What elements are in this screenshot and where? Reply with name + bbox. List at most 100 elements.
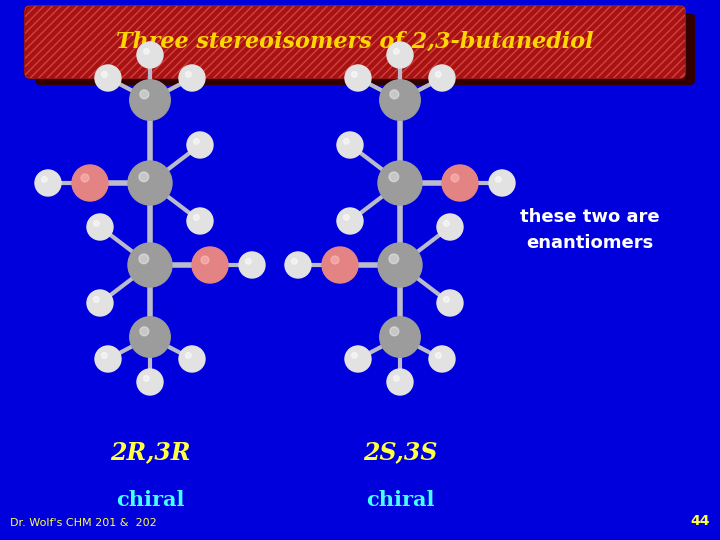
- Circle shape: [144, 49, 155, 60]
- Circle shape: [437, 354, 446, 363]
- Circle shape: [189, 134, 210, 155]
- Text: chiral: chiral: [366, 490, 434, 510]
- Circle shape: [194, 215, 205, 226]
- Circle shape: [184, 70, 199, 85]
- Circle shape: [290, 258, 305, 271]
- Circle shape: [187, 73, 197, 83]
- Circle shape: [139, 44, 160, 65]
- Circle shape: [141, 328, 158, 345]
- Circle shape: [138, 172, 159, 192]
- Circle shape: [442, 165, 478, 201]
- Circle shape: [138, 253, 159, 274]
- Circle shape: [442, 219, 456, 233]
- Circle shape: [453, 176, 466, 189]
- Circle shape: [388, 325, 410, 347]
- Circle shape: [330, 255, 348, 273]
- Circle shape: [382, 319, 415, 353]
- Circle shape: [451, 174, 459, 182]
- Circle shape: [192, 137, 207, 152]
- Circle shape: [382, 83, 415, 116]
- Circle shape: [91, 218, 107, 235]
- Circle shape: [137, 324, 161, 348]
- Circle shape: [351, 352, 364, 365]
- Circle shape: [441, 218, 458, 235]
- Circle shape: [243, 256, 259, 272]
- Circle shape: [438, 215, 460, 237]
- Circle shape: [180, 347, 203, 370]
- Circle shape: [130, 163, 168, 201]
- Circle shape: [431, 348, 452, 369]
- Circle shape: [240, 253, 263, 276]
- Circle shape: [185, 352, 197, 365]
- Circle shape: [331, 256, 339, 264]
- Circle shape: [389, 370, 410, 392]
- Circle shape: [140, 90, 149, 99]
- Circle shape: [193, 248, 227, 281]
- Circle shape: [382, 247, 415, 281]
- Circle shape: [144, 376, 155, 387]
- Circle shape: [392, 175, 408, 191]
- Circle shape: [99, 350, 116, 367]
- Circle shape: [339, 210, 359, 230]
- Circle shape: [348, 69, 366, 86]
- Circle shape: [187, 132, 212, 157]
- Circle shape: [179, 346, 205, 372]
- Circle shape: [436, 72, 447, 83]
- Circle shape: [184, 350, 199, 366]
- Circle shape: [96, 299, 104, 307]
- Circle shape: [137, 170, 161, 193]
- Circle shape: [193, 214, 206, 227]
- Circle shape: [395, 50, 405, 59]
- Circle shape: [135, 249, 163, 278]
- Circle shape: [143, 92, 157, 107]
- Circle shape: [95, 65, 121, 91]
- Circle shape: [338, 134, 360, 155]
- Circle shape: [133, 320, 164, 352]
- Circle shape: [89, 292, 110, 313]
- Circle shape: [239, 252, 265, 278]
- Circle shape: [246, 259, 251, 264]
- Circle shape: [187, 208, 213, 234]
- Circle shape: [379, 80, 420, 120]
- Circle shape: [451, 173, 468, 191]
- Circle shape: [138, 88, 160, 110]
- Circle shape: [88, 291, 112, 315]
- Circle shape: [289, 256, 305, 272]
- Circle shape: [180, 66, 203, 89]
- Circle shape: [438, 292, 460, 313]
- Circle shape: [130, 245, 168, 284]
- Circle shape: [144, 94, 156, 106]
- Circle shape: [181, 348, 202, 369]
- Circle shape: [380, 163, 418, 201]
- Circle shape: [142, 256, 158, 273]
- Circle shape: [78, 171, 99, 193]
- Circle shape: [390, 173, 408, 191]
- Circle shape: [242, 255, 261, 273]
- Circle shape: [452, 175, 467, 190]
- Circle shape: [323, 248, 356, 281]
- Circle shape: [143, 177, 157, 190]
- Circle shape: [495, 176, 508, 188]
- Circle shape: [81, 173, 98, 191]
- Circle shape: [102, 353, 107, 358]
- Circle shape: [135, 322, 162, 349]
- Circle shape: [497, 178, 506, 187]
- Circle shape: [340, 211, 359, 230]
- Circle shape: [389, 44, 410, 65]
- Circle shape: [344, 139, 355, 150]
- Circle shape: [394, 49, 405, 60]
- Circle shape: [240, 254, 262, 275]
- Circle shape: [186, 72, 197, 83]
- Circle shape: [491, 172, 511, 192]
- Circle shape: [187, 132, 213, 158]
- Circle shape: [192, 247, 228, 283]
- Circle shape: [387, 87, 410, 111]
- Circle shape: [348, 349, 366, 367]
- Circle shape: [93, 220, 106, 233]
- Circle shape: [351, 352, 364, 365]
- Circle shape: [131, 246, 167, 282]
- Circle shape: [133, 83, 164, 114]
- Circle shape: [444, 296, 449, 302]
- Circle shape: [143, 329, 157, 344]
- Circle shape: [89, 292, 109, 312]
